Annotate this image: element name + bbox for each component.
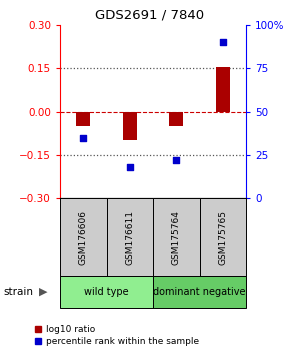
Text: GSM175764: GSM175764 [172, 210, 181, 265]
Point [174, 157, 179, 163]
Bar [76, 112, 90, 126]
Text: wild type: wild type [84, 287, 129, 297]
Text: strain: strain [3, 287, 33, 297]
Bar [169, 112, 183, 126]
Text: GSM175765: GSM175765 [218, 210, 227, 265]
Text: GSM176611: GSM176611 [125, 210, 134, 265]
Bar [60, 198, 106, 276]
Bar [123, 112, 137, 141]
Bar [60, 276, 153, 308]
Text: dominant negative: dominant negative [153, 287, 246, 297]
Legend: log10 ratio, percentile rank within the sample: log10 ratio, percentile rank within the … [34, 325, 200, 346]
Text: ▶: ▶ [39, 287, 48, 297]
Text: GSM176606: GSM176606 [79, 210, 88, 265]
Bar [200, 198, 246, 276]
Bar [153, 276, 246, 308]
Point [128, 164, 132, 170]
Bar [153, 198, 200, 276]
Text: GDS2691 / 7840: GDS2691 / 7840 [95, 9, 205, 22]
Point [81, 135, 86, 140]
Bar [216, 67, 230, 112]
Bar [106, 198, 153, 276]
Point [220, 39, 225, 45]
